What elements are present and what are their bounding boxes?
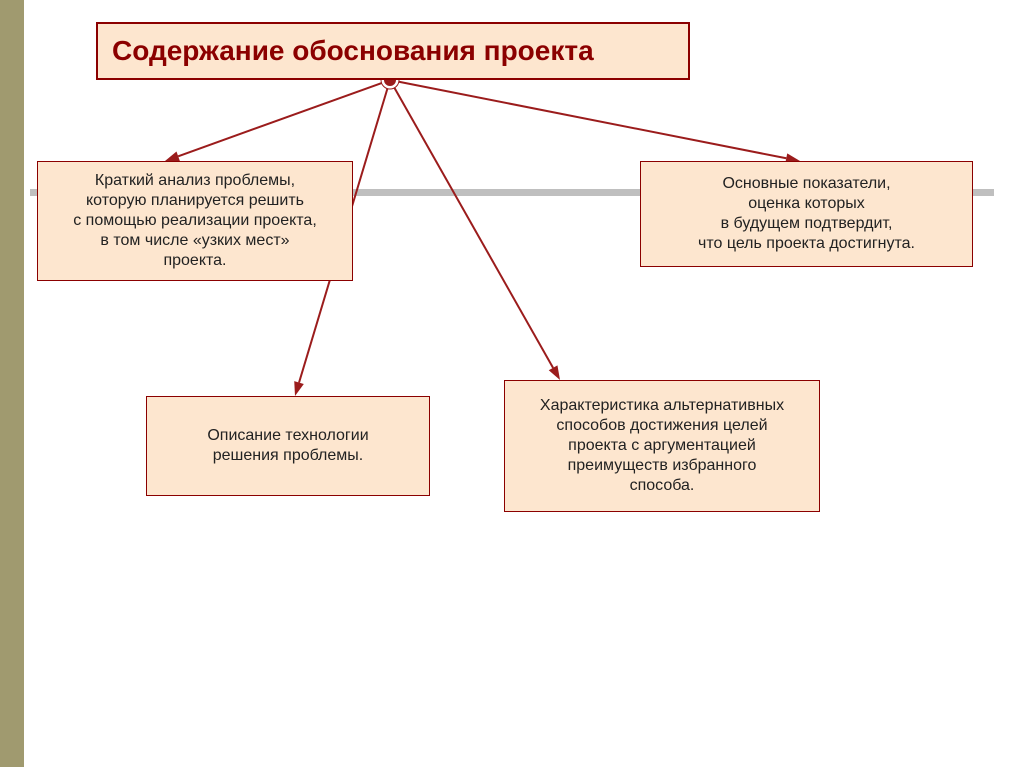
title-box: Содержание обоснования проекта <box>96 22 690 80</box>
title-text: Содержание обоснования проекта <box>112 35 594 67</box>
box-indicators: Основные показатели, оценка которых в бу… <box>640 161 973 267</box>
box-alternatives: Характеристика альтернативных способов д… <box>504 380 820 512</box>
left-sidebar-accent <box>0 0 24 767</box>
slide-canvas: Содержание обоснования проекта Краткий а… <box>0 0 1024 767</box>
box-technology: Описание технологии решения проблемы. <box>146 396 430 496</box>
box-analysis: Краткий анализ проблемы, которую планиру… <box>37 161 353 281</box>
